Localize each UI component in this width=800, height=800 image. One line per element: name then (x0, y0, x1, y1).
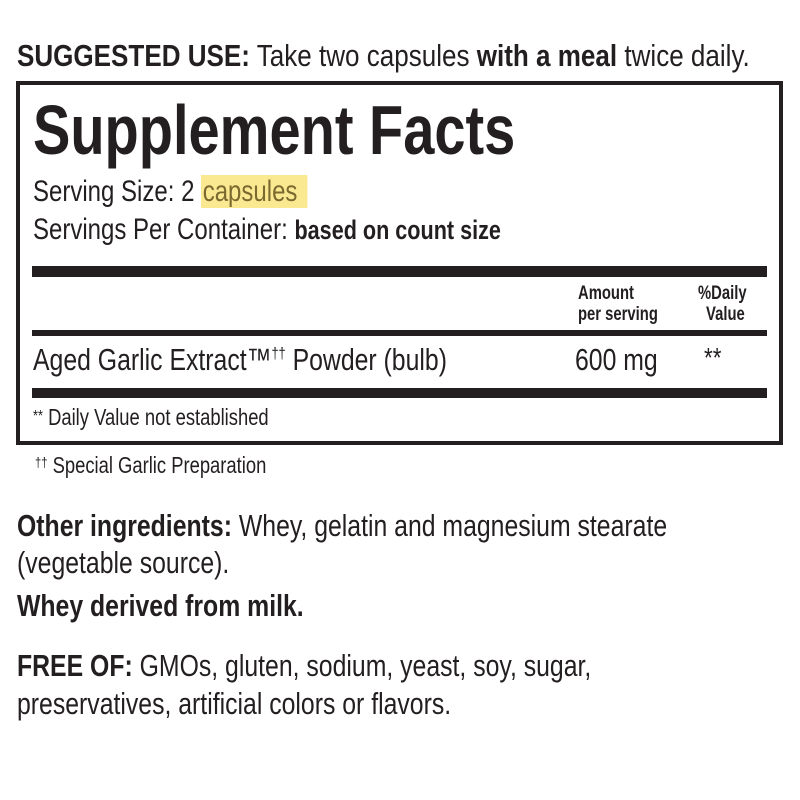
free-of: FREE OF: GMOs, gluten, sodium, yeast, so… (17, 648, 591, 684)
serving-size-unit: capsules (201, 175, 308, 208)
suggested-use-bold: with a meal (476, 38, 618, 73)
suggested-use-text2: twice daily. (624, 38, 750, 73)
servings-per-container: Servings Per Container: based on count s… (33, 213, 501, 247)
servings-per-container-value: based on count size (294, 215, 501, 245)
allergen-note: Whey derived from milk. (17, 588, 304, 623)
ingredient-mark: †† (271, 345, 286, 363)
col-header-amount: Amount per serving (578, 283, 658, 325)
suggested-use-label: SUGGESTED USE: (17, 38, 250, 73)
ingredient-name: Aged Garlic Extract™†† Powder (bulb) (33, 342, 447, 378)
col-amount-line2: per serving (578, 304, 658, 325)
ingredient-amount: 600 mg (575, 342, 658, 377)
suggested-use: SUGGESTED USE: Take two capsules with a … (17, 38, 750, 74)
col-dv-line2: Value (706, 304, 745, 325)
footnote: ** Daily Value not established (33, 404, 269, 431)
special-note: †† Special Garlic Preparation (35, 452, 266, 479)
col-dv-line1: %Daily (698, 283, 747, 304)
suggested-use-text: Take two capsules (256, 38, 470, 73)
special-note-text: Special Garlic Preparation (52, 452, 267, 478)
thick-divider (32, 266, 767, 277)
free-of-cont: preservatives, artificial colors or flav… (17, 686, 452, 721)
ingredient-dv: ** (704, 342, 722, 373)
panel-title: Supplement Facts (33, 91, 516, 169)
thick-divider-bottom (32, 388, 767, 398)
other-ingredients-text: Whey, gelatin and magnesium stearate (238, 508, 668, 543)
other-ingredients: Other ingredients: Whey, gelatin and mag… (17, 508, 667, 544)
ingredient-name-text: Aged Garlic Extract™ (33, 342, 272, 377)
thin-divider (32, 330, 767, 336)
supplement-facts-panel (16, 81, 783, 445)
serving-size-label: Serving Size: (33, 175, 175, 208)
footnote-text: Daily Value not established (48, 404, 269, 430)
free-of-text: GMOs, gluten, sodium, yeast, soy, sugar, (139, 648, 592, 683)
other-ingredients-label: Other ingredients: (17, 508, 232, 543)
serving-size: Serving Size: 2 capsules (33, 175, 308, 209)
col-amount-line1: Amount (578, 283, 634, 304)
footnote-mark: ** (33, 408, 43, 425)
col-header-dv: %Daily Value (698, 283, 747, 325)
other-ingredients-cont: (vegetable source). (17, 545, 230, 580)
ingredient-part: Powder (bulb) (292, 342, 447, 377)
free-of-label: FREE OF: (17, 648, 133, 683)
serving-size-value: 2 (181, 175, 195, 208)
special-note-mark: †† (35, 454, 48, 470)
servings-per-container-label: Servings Per Container: (33, 213, 288, 246)
